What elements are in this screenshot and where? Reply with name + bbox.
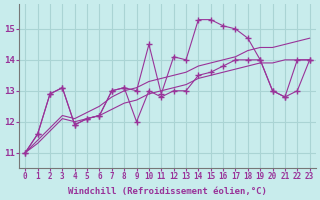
X-axis label: Windchill (Refroidissement éolien,°C): Windchill (Refroidissement éolien,°C) [68,187,267,196]
